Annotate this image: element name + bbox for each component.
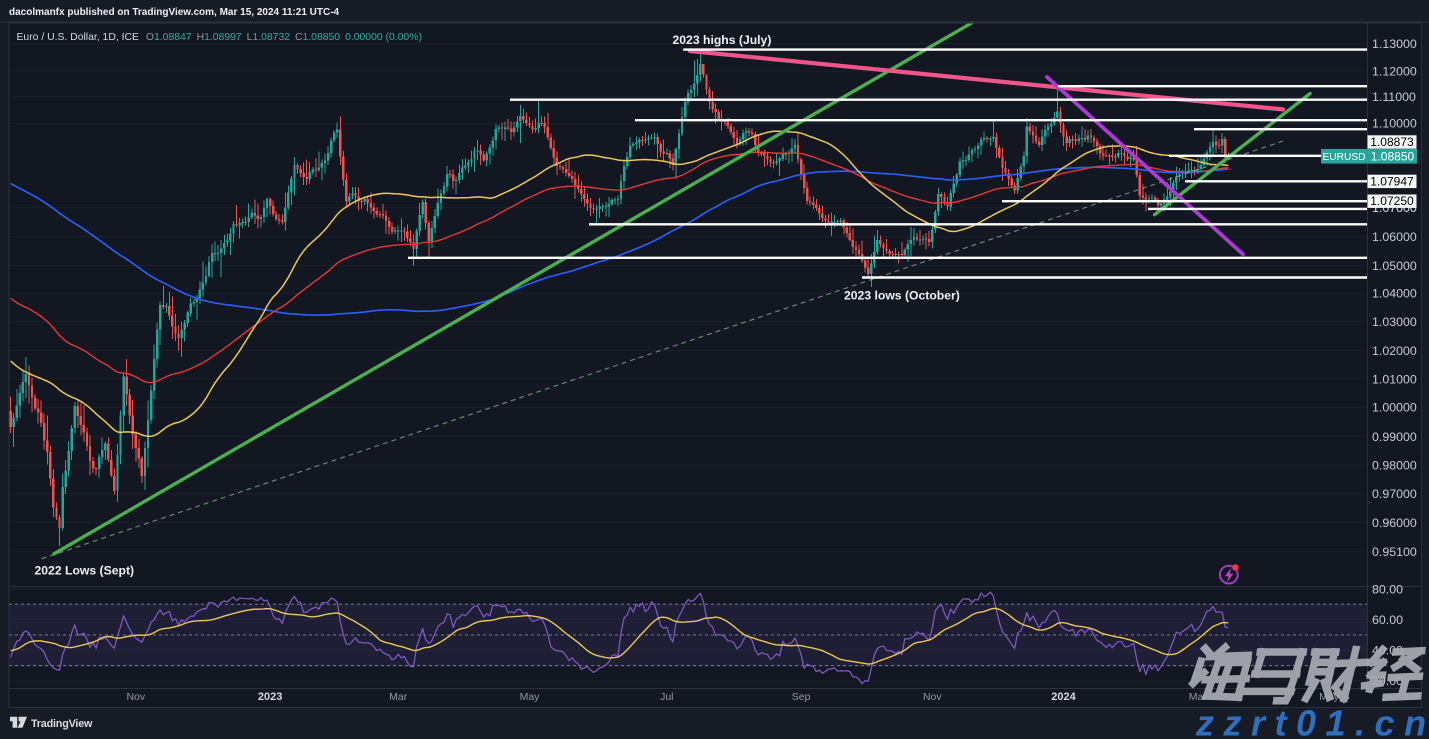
svg-text:60.00: 60.00 (1372, 613, 1403, 627)
svg-text:Jul: Jul (660, 691, 673, 703)
svg-text:1.10000: 1.10000 (1372, 117, 1417, 131)
svg-text:0.98000: 0.98000 (1372, 459, 1417, 473)
svg-text:Nov: Nov (126, 691, 145, 703)
svg-text:1.07250: 1.07250 (1370, 194, 1414, 208)
svg-text:EURUSD: EURUSD (1322, 152, 1365, 163)
svg-text:2023 highs (July): 2023 highs (July) (673, 33, 772, 47)
svg-text:1.11000: 1.11000 (1372, 90, 1416, 104)
svg-text:1.08873: 1.08873 (1370, 135, 1414, 149)
svg-text:0.96000: 0.96000 (1372, 516, 1417, 530)
svg-text:80.00: 80.00 (1372, 582, 1403, 596)
svg-text:0.99000: 0.99000 (1372, 430, 1417, 444)
svg-text:1.00000: 1.00000 (1372, 401, 1417, 415)
svg-text:1.08850: 1.08850 (1371, 149, 1415, 163)
svg-text:0.97000: 0.97000 (1372, 487, 1417, 501)
svg-text:1.07947: 1.07947 (1370, 174, 1414, 188)
svg-text:Mar: Mar (389, 691, 408, 703)
svg-text:1.01000: 1.01000 (1372, 372, 1417, 386)
svg-text:2024: 2024 (1051, 691, 1076, 703)
svg-text:1.02000: 1.02000 (1372, 344, 1417, 358)
svg-text:TradingView: TradingView (31, 718, 93, 730)
svg-text:2023 lows (October): 2023 lows (October) (844, 289, 960, 303)
svg-text:1.13000: 1.13000 (1372, 37, 1417, 51)
svg-text:1.06000: 1.06000 (1372, 230, 1417, 244)
svg-text:Nov: Nov (923, 691, 942, 703)
svg-text:1.04000: 1.04000 (1372, 286, 1417, 300)
svg-text:1.05000: 1.05000 (1372, 259, 1417, 273)
svg-text:1.03000: 1.03000 (1372, 315, 1417, 329)
svg-text:dacolmanfx published on Tradin: dacolmanfx published on TradingView.com,… (9, 7, 340, 18)
svg-text:0.95100: 0.95100 (1372, 545, 1417, 559)
svg-text:Sep: Sep (792, 691, 811, 703)
svg-text:2022 Lows (Sept): 2022 Lows (Sept) (35, 564, 135, 578)
svg-text:May: May (520, 691, 541, 703)
svg-text:1.12000: 1.12000 (1372, 64, 1417, 78)
svg-text:2023: 2023 (258, 691, 282, 703)
svg-text:Mar: Mar (1189, 691, 1208, 703)
svg-text:zzrt01.cn: zzrt01.cn (1195, 703, 1429, 739)
